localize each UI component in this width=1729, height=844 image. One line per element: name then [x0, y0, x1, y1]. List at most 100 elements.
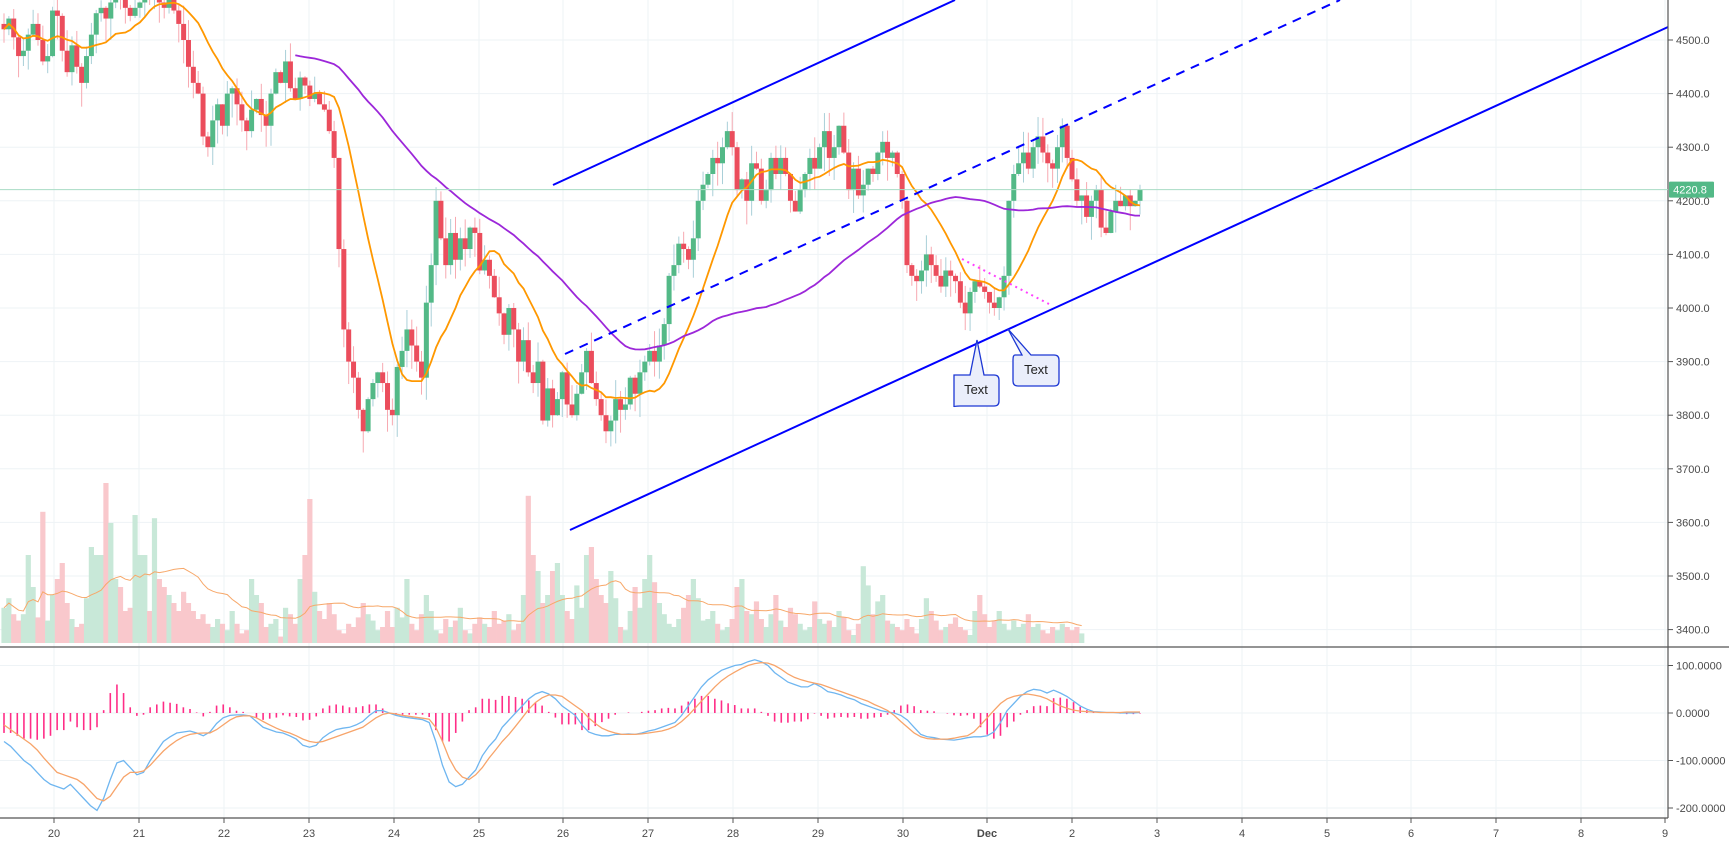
candle[interactable]: [530, 364, 536, 394]
candle[interactable]: [79, 63, 85, 107]
candle[interactable]: [938, 259, 944, 293]
candle[interactable]: [574, 385, 580, 421]
candle[interactable]: [821, 113, 827, 172]
candle[interactable]: [210, 105, 216, 165]
candle[interactable]: [219, 104, 225, 135]
candle[interactable]: [88, 22, 94, 65]
candle[interactable]: [40, 25, 46, 66]
candle[interactable]: [161, 0, 167, 19]
note-1-callout[interactable]: Text: [953, 339, 1000, 408]
candle[interactable]: [50, 6, 56, 58]
candle[interactable]: [909, 262, 915, 286]
candle[interactable]: [686, 246, 692, 270]
upper-channel-line[interactable]: [552, 0, 956, 186]
candle[interactable]: [923, 235, 929, 287]
candle[interactable]: [520, 327, 526, 372]
candle[interactable]: [783, 147, 789, 177]
candle[interactable]: [20, 38, 26, 66]
candle[interactable]: [171, 0, 177, 14]
candle[interactable]: [1040, 117, 1046, 163]
candle[interactable]: [1025, 132, 1031, 175]
candle[interactable]: [1079, 195, 1085, 225]
candle[interactable]: [758, 158, 764, 205]
candle[interactable]: [268, 88, 274, 146]
candle[interactable]: [972, 278, 978, 303]
lower-channel-line[interactable]: [569, 26, 1669, 531]
candle[interactable]: [826, 112, 832, 177]
candle[interactable]: [302, 76, 308, 95]
candle[interactable]: [152, 0, 157, 10]
candle[interactable]: [380, 362, 386, 393]
candle[interactable]: [1098, 176, 1104, 238]
candle[interactable]: [987, 291, 993, 314]
candle[interactable]: [185, 20, 191, 88]
candle[interactable]: [292, 77, 298, 101]
candle[interactable]: [249, 90, 255, 138]
drawing-tools[interactable]: Text Text: [552, 0, 1669, 531]
candle[interactable]: [443, 217, 449, 279]
candle[interactable]: [472, 217, 478, 257]
candle[interactable]: [841, 112, 847, 155]
candle[interactable]: [457, 227, 463, 271]
candle[interactable]: [1113, 184, 1119, 233]
candle[interactable]: [64, 30, 70, 77]
candle[interactable]: [1064, 123, 1070, 169]
candle[interactable]: [656, 328, 662, 379]
candle[interactable]: [545, 378, 551, 427]
candle[interactable]: [355, 371, 361, 419]
candle[interactable]: [778, 145, 784, 190]
candle[interactable]: [394, 364, 400, 437]
candle[interactable]: [30, 9, 36, 37]
candle[interactable]: [176, 4, 182, 43]
candle[interactable]: [991, 287, 997, 316]
candle[interactable]: [690, 220, 696, 278]
candle[interactable]: [967, 287, 973, 331]
candle[interactable]: [1084, 182, 1090, 223]
candle[interactable]: [351, 346, 357, 394]
candle[interactable]: [307, 80, 313, 107]
candle[interactable]: [1030, 140, 1036, 178]
candle[interactable]: [579, 363, 585, 395]
candle[interactable]: [632, 374, 638, 412]
candle[interactable]: [928, 246, 934, 283]
candle[interactable]: [792, 190, 798, 212]
candle[interactable]: [491, 269, 497, 298]
candle[interactable]: [525, 322, 531, 377]
candle[interactable]: [108, 0, 114, 40]
candle[interactable]: [433, 187, 439, 286]
candle[interactable]: [93, 9, 99, 54]
candle[interactable]: [69, 36, 75, 86]
candle[interactable]: [914, 269, 920, 301]
candle[interactable]: [637, 359, 643, 418]
candle[interactable]: [137, 1, 143, 18]
candle[interactable]: [1016, 146, 1022, 177]
candle[interactable]: [263, 100, 269, 147]
candle[interactable]: [142, 0, 148, 19]
candle[interactable]: [652, 331, 658, 377]
candle[interactable]: [627, 375, 633, 410]
candle[interactable]: [84, 46, 90, 89]
candle[interactable]: [205, 131, 211, 157]
candle[interactable]: [870, 166, 876, 182]
candle[interactable]: [1054, 134, 1060, 183]
candle[interactable]: [341, 239, 347, 348]
candle[interactable]: [452, 216, 458, 279]
note-2-callout[interactable]: Text: [1007, 328, 1060, 387]
candle[interactable]: [190, 50, 196, 99]
candle[interactable]: [404, 310, 410, 368]
candle[interactable]: [297, 71, 303, 111]
candle[interactable]: [593, 371, 599, 406]
candle[interactable]: [588, 332, 594, 384]
candle[interactable]: [419, 350, 425, 395]
candle[interactable]: [739, 178, 745, 199]
candle[interactable]: [506, 304, 512, 351]
candle[interactable]: [768, 152, 774, 203]
candle[interactable]: [608, 415, 614, 447]
candle[interactable]: [681, 231, 687, 263]
candle[interactable]: [977, 264, 983, 289]
candle[interactable]: [787, 173, 793, 213]
candle[interactable]: [321, 90, 327, 112]
candle[interactable]: [25, 28, 31, 70]
candle[interactable]: [559, 371, 565, 418]
candle[interactable]: [74, 30, 80, 74]
